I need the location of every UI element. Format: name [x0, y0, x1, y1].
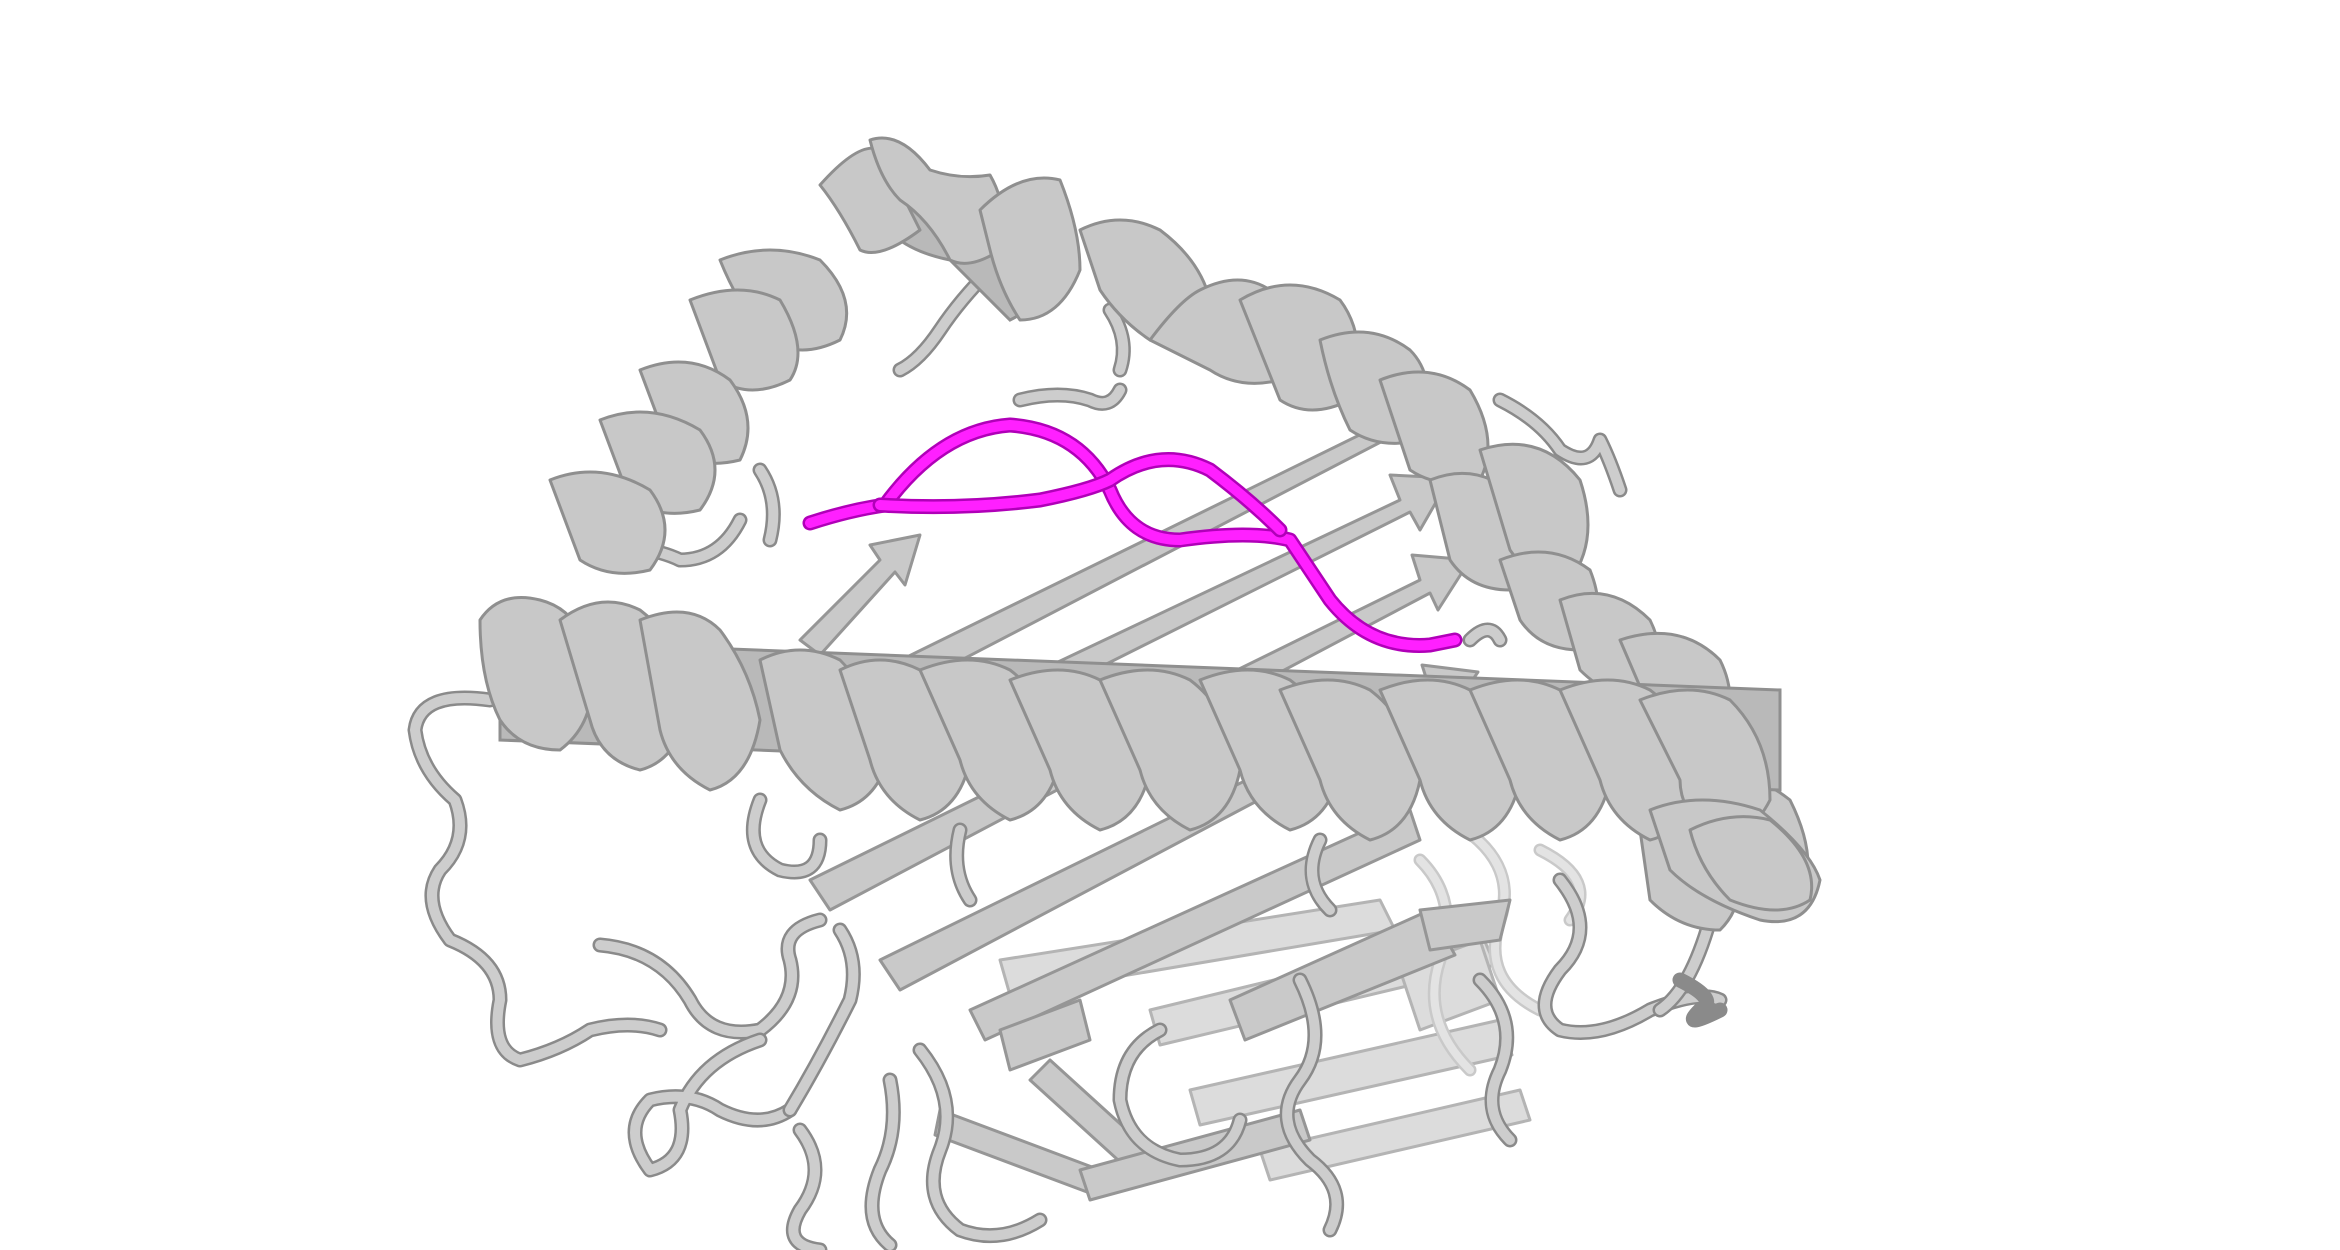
alpha-helix-front: [478, 596, 1782, 842]
alpha-helix-left: [548, 248, 849, 575]
bound-peptide: [802, 417, 1463, 653]
coil-loops: [407, 262, 1728, 1250]
alpha-helix-right-end: [1648, 798, 1822, 924]
